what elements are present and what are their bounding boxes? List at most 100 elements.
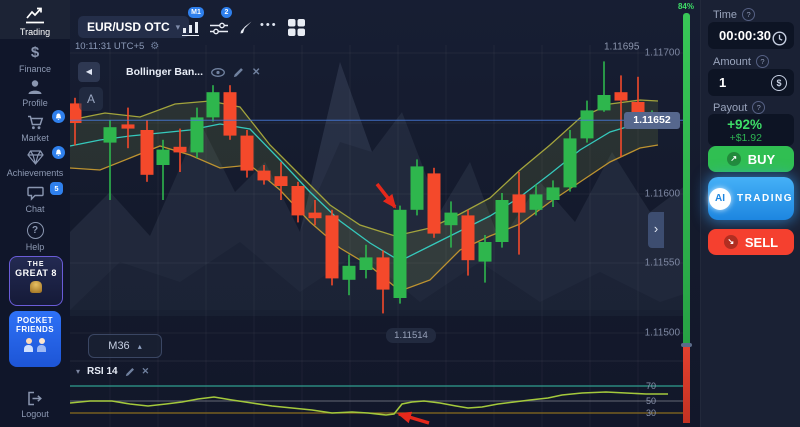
gear-icon[interactable]: ⚙	[150, 41, 160, 52]
drawing-tools-button[interactable]	[238, 20, 253, 40]
dollar-icon: $	[30, 44, 40, 61]
low-price-marker: 1.11514	[386, 328, 436, 343]
indicators-button[interactable]	[210, 22, 228, 40]
brush-icon	[240, 21, 252, 34]
time-input[interactable]: 00:00:30	[708, 22, 794, 49]
banner-text: FRIENDS	[16, 325, 54, 334]
sentiment-bar-up[interactable]	[683, 13, 690, 343]
payout-box: +92% +$1.92	[708, 114, 794, 146]
logout-icon	[28, 391, 42, 406]
banner-text: THE	[27, 261, 45, 268]
sidebar-item-label: Achievements	[6, 168, 64, 178]
amount-label: Amount	[713, 55, 751, 68]
sidebar-item-achievements[interactable]: Achievements	[0, 150, 70, 178]
text-tool-label: A	[86, 92, 95, 106]
info-icon[interactable]: ?	[755, 55, 769, 68]
close-icon: ✕	[141, 366, 150, 376]
sidebar-item-logout[interactable]: Logout	[0, 391, 70, 419]
market-notification-badge	[52, 110, 65, 123]
rsi-header: ▾ RSI 14 ✕	[76, 366, 149, 377]
cart-icon	[27, 115, 43, 130]
trade-panel: Time ? 00:00:30 Amount ? 1 $ Payout ?	[700, 0, 800, 427]
axis-label: 1.11700	[644, 47, 680, 59]
clock-text: 10:11:31 UTC+5	[75, 41, 145, 52]
achievements-notification-badge	[52, 146, 65, 159]
friends-figures-image	[9, 338, 61, 352]
sidebar-item-label: Profile	[22, 98, 48, 108]
timeframe-button[interactable]: M36 ▴	[88, 334, 162, 358]
layout-grid-button[interactable]	[288, 19, 305, 41]
timeframe-badge: M1	[188, 7, 204, 18]
chat-bubble-icon	[26, 186, 44, 201]
sidebar-item-label: Chat	[25, 204, 45, 214]
caret-up-icon: ▴	[137, 341, 142, 351]
sidebar-item-help[interactable]: ? Help	[0, 222, 70, 252]
question-icon: ?	[26, 222, 44, 239]
pencil-icon	[233, 67, 243, 77]
close-icon: ✕	[252, 66, 261, 78]
bar-chart-icon	[182, 22, 199, 37]
sidebar-item-finance[interactable]: $ Finance	[0, 44, 70, 74]
clock-icon[interactable]	[772, 28, 787, 55]
server-clock: 10:11:31 UTC+5 ⚙	[75, 41, 159, 52]
info-icon[interactable]: ?	[742, 8, 756, 21]
info-icon[interactable]: ?	[752, 101, 766, 114]
ai-trading-button[interactable]: AI TRADING	[708, 177, 794, 220]
current-price-badge: 1.11652	[624, 111, 680, 129]
buy-button[interactable]: ↗ BUY	[708, 146, 794, 172]
time-value: 00:00:30	[719, 28, 772, 43]
collapse-indicator-button[interactable]: ◀	[78, 62, 100, 82]
chevron-right-icon: ›	[653, 221, 659, 236]
axis-label: 1.11600	[644, 188, 680, 200]
sidebar-active-highlight	[0, 0, 70, 39]
rsi-level-label: 30	[646, 408, 657, 418]
sidebar-item-label: Help	[25, 242, 45, 252]
axis-label: 1.11550	[644, 257, 680, 269]
payout-label-row: Payout ?	[713, 101, 766, 114]
edit-indicator-button[interactable]	[233, 67, 244, 78]
visibility-toggle[interactable]	[211, 67, 225, 77]
bell-icon	[55, 149, 62, 156]
currency-icon[interactable]: $	[771, 75, 787, 91]
expand-panel-button[interactable]: ›	[648, 212, 664, 248]
amount-value: 1	[719, 75, 727, 90]
back-icon: ◀	[85, 67, 93, 76]
chart-type-button[interactable]	[182, 20, 201, 41]
time-label-row: Time ?	[713, 8, 756, 21]
grid-icon	[288, 19, 305, 36]
sentiment-bar-divider[interactable]	[681, 343, 692, 347]
sidebar-item-profile[interactable]: Profile	[0, 79, 70, 108]
gem-icon	[26, 150, 44, 165]
sidebar-item-label: Trading	[19, 27, 51, 37]
payout-amount: +$1.92	[729, 132, 762, 144]
indicator-name: Bollinger Ban...	[126, 66, 204, 78]
ai-logo: AI	[708, 187, 731, 210]
amount-input[interactable]: 1 $	[708, 69, 794, 96]
more-tools-button[interactable]: •••	[260, 19, 278, 31]
person-icon	[28, 80, 42, 94]
the-great-8-banner[interactable]: THE GREAT 8	[9, 256, 63, 306]
pencil-icon	[125, 367, 134, 376]
sentiment-bar-down[interactable]	[683, 347, 690, 423]
sidebar-item-market[interactable]: Market	[0, 115, 70, 143]
edit-rsi-button[interactable]	[125, 367, 135, 377]
caret-down-icon[interactable]: ▾	[76, 367, 81, 376]
arrow-down-right-icon: ↘	[723, 235, 738, 249]
indicators-count-badge: 2	[221, 7, 232, 18]
gold-statue-image	[30, 281, 42, 293]
remove-rsi-button[interactable]: ✕	[142, 366, 150, 377]
axis-label: 1.11500	[644, 327, 680, 339]
remove-indicator-button[interactable]: ✕	[252, 67, 260, 78]
text-tool-button[interactable]: A	[79, 87, 103, 111]
sidebar-item-trading[interactable]: Trading	[0, 7, 70, 37]
sidebar-item-chat[interactable]: Chat	[0, 186, 70, 214]
sell-button[interactable]: ↘ SELL	[708, 229, 794, 255]
pocket-friends-banner[interactable]: POCKET FRIENDS	[9, 311, 61, 367]
ai-trading-label: TRADING	[736, 193, 794, 204]
eye-icon	[211, 67, 225, 77]
sidebar-item-label: Logout	[21, 409, 49, 419]
sliders-icon	[210, 22, 228, 35]
asset-selector[interactable]: EUR/USD OTC ▾	[78, 16, 190, 38]
trading-chart-icon	[26, 7, 44, 24]
